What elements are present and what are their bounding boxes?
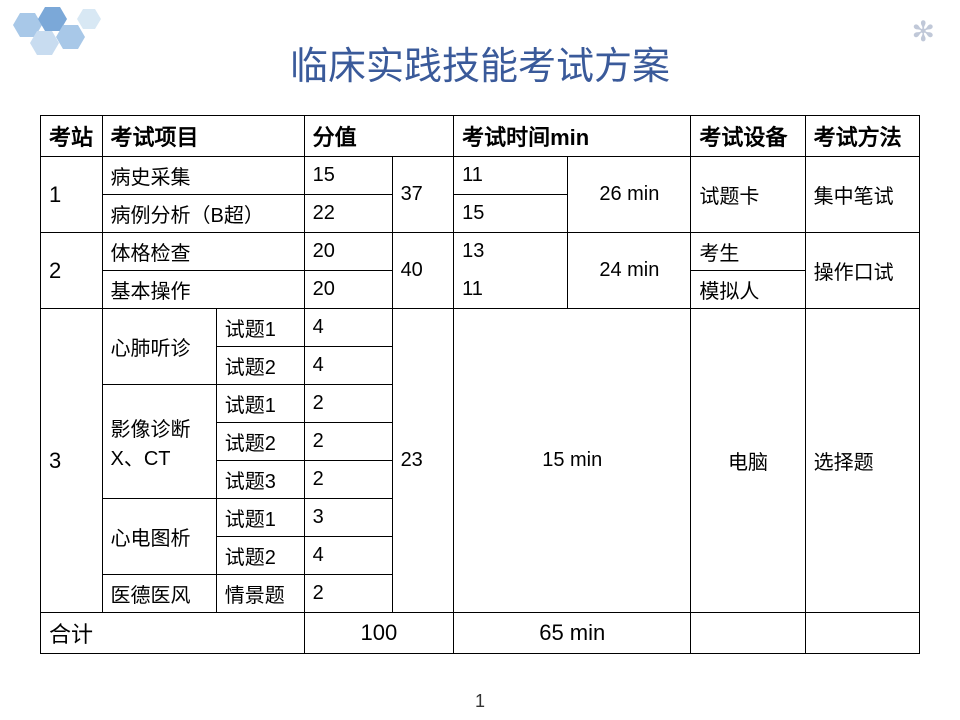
cell-total-time: 15 min xyxy=(454,309,691,613)
cell-total-score: 23 xyxy=(392,309,454,613)
cell-total-time: 26 min xyxy=(568,157,691,233)
cell-sub: 情景题 xyxy=(216,575,304,613)
cell-group: 影像诊断 X、CT xyxy=(102,385,216,499)
table-row: 1 病史采集 15 37 11 26 min 试题卡 集中笔试 xyxy=(41,157,920,195)
cell-group: 心电图析 xyxy=(102,499,216,575)
cell-sub: 试题2 xyxy=(216,537,304,575)
cell-sub: 试题2 xyxy=(216,423,304,461)
cell-time: 11 xyxy=(454,271,568,309)
station-num: 1 xyxy=(41,157,103,233)
cell-item: 病例分析（B超） xyxy=(102,195,304,233)
cell-score: 20 xyxy=(304,271,392,309)
cell-equipment: 电脑 xyxy=(691,309,805,613)
corner-decoration xyxy=(5,5,125,55)
cell-group: 心肺听诊 xyxy=(102,309,216,385)
cell-score: 4 xyxy=(304,309,392,347)
cell-sub: 试题2 xyxy=(216,347,304,385)
col-equipment: 考试设备 xyxy=(691,116,805,157)
cell-item: 病史采集 xyxy=(102,157,304,195)
star-decoration: ✻ xyxy=(912,15,935,48)
cell-score: 15 xyxy=(304,157,392,195)
group-label-a: 影像诊断 xyxy=(111,419,191,441)
cell-score: 2 xyxy=(304,461,392,499)
cell-item: 体格检查 xyxy=(102,233,304,271)
col-method: 考试方法 xyxy=(805,116,919,157)
cell-sub: 试题1 xyxy=(216,385,304,423)
total-score: 100 xyxy=(304,613,453,654)
total-empty xyxy=(691,613,805,654)
cell-equipment: 考生 xyxy=(691,233,805,271)
cell-method: 操作口试 xyxy=(805,233,919,309)
cell-method: 集中笔试 xyxy=(805,157,919,233)
station-num: 2 xyxy=(41,233,103,309)
total-label: 合计 xyxy=(41,613,305,654)
cell-total-score: 37 xyxy=(392,157,454,233)
cell-total-score: 40 xyxy=(392,233,454,309)
cell-equipment: 模拟人 xyxy=(691,271,805,309)
cell-sub: 试题1 xyxy=(216,309,304,347)
table-header-row: 考站 考试项目 分值 考试时间min 考试设备 考试方法 xyxy=(41,116,920,157)
table-row: 3 心肺听诊 试题1 4 23 15 min 电脑 选择题 xyxy=(41,309,920,347)
cell-score: 4 xyxy=(304,537,392,575)
cell-score: 22 xyxy=(304,195,392,233)
cell-sub: 试题1 xyxy=(216,499,304,537)
col-station: 考站 xyxy=(41,116,103,157)
col-item: 考试项目 xyxy=(102,116,304,157)
cell-item: 基本操作 xyxy=(102,271,304,309)
col-score: 分值 xyxy=(304,116,453,157)
group-label-b: X、CT xyxy=(111,448,171,470)
cell-sub: 试题3 xyxy=(216,461,304,499)
page-title: 临床实践技能考试方案 xyxy=(0,0,960,115)
cell-time: 15 xyxy=(454,195,568,233)
total-time: 65 min xyxy=(454,613,691,654)
total-empty xyxy=(805,613,919,654)
cell-total-time: 24 min xyxy=(568,233,691,309)
cell-equipment: 试题卡 xyxy=(691,157,805,233)
cell-score: 3 xyxy=(304,499,392,537)
exam-table: 考站 考试项目 分值 考试时间min 考试设备 考试方法 1 病史采集 15 3… xyxy=(40,115,920,654)
cell-score: 2 xyxy=(304,423,392,461)
col-time: 考试时间min xyxy=(454,116,691,157)
cell-time: 11 xyxy=(454,157,568,195)
station-num: 3 xyxy=(41,309,103,613)
exam-table-container: 考站 考试项目 分值 考试时间min 考试设备 考试方法 1 病史采集 15 3… xyxy=(40,115,920,654)
cell-score: 2 xyxy=(304,575,392,613)
cell-time: 13 xyxy=(454,233,568,271)
cell-score: 2 xyxy=(304,385,392,423)
cell-method: 选择题 xyxy=(805,309,919,613)
table-row: 2 体格检查 20 40 13 24 min 考生 操作口试 xyxy=(41,233,920,271)
cell-score: 20 xyxy=(304,233,392,271)
cell-score: 4 xyxy=(304,347,392,385)
page-number: 1 xyxy=(475,691,485,712)
cell-group: 医德医风 xyxy=(102,575,216,613)
table-total-row: 合计 100 65 min xyxy=(41,613,920,654)
